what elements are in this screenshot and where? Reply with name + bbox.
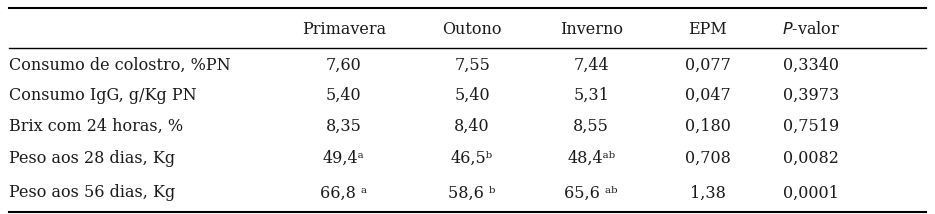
Text: $\mathit{P}$-valor: $\mathit{P}$-valor — [782, 21, 841, 38]
Text: 66,8 ᵃ: 66,8 ᵃ — [320, 184, 367, 202]
Text: Consumo IgG, g/Kg PN: Consumo IgG, g/Kg PN — [9, 87, 197, 104]
Text: Peso aos 28 dias, Kg: Peso aos 28 dias, Kg — [9, 150, 176, 167]
Text: 46,5ᵇ: 46,5ᵇ — [451, 150, 493, 167]
Text: Primavera: Primavera — [302, 21, 386, 38]
Text: 0,077: 0,077 — [684, 56, 730, 74]
Text: 48,4ᵃᵇ: 48,4ᵃᵇ — [568, 150, 615, 167]
Text: 8,40: 8,40 — [454, 117, 490, 134]
Text: 8,35: 8,35 — [326, 117, 362, 134]
Text: 58,6 ᵇ: 58,6 ᵇ — [449, 184, 496, 202]
Text: 0,180: 0,180 — [684, 117, 730, 134]
Text: 5,40: 5,40 — [454, 87, 490, 104]
Text: 1,38: 1,38 — [690, 184, 726, 202]
Text: 49,4ᵃ: 49,4ᵃ — [323, 150, 365, 167]
Text: 5,31: 5,31 — [573, 87, 609, 104]
Text: 0,3973: 0,3973 — [783, 87, 840, 104]
Text: Brix com 24 horas, %: Brix com 24 horas, % — [9, 117, 183, 134]
Text: 5,40: 5,40 — [326, 87, 362, 104]
Text: EPM: EPM — [688, 21, 726, 38]
Text: 0,0082: 0,0082 — [784, 150, 839, 167]
Text: 0,0001: 0,0001 — [784, 184, 839, 202]
Text: 0,708: 0,708 — [684, 150, 730, 167]
Text: Peso aos 56 dias, Kg: Peso aos 56 dias, Kg — [9, 184, 176, 202]
Text: 7,44: 7,44 — [573, 56, 609, 74]
Text: 7,55: 7,55 — [454, 56, 490, 74]
Text: Consumo de colostro, %PN: Consumo de colostro, %PN — [9, 56, 231, 74]
Text: 0,7519: 0,7519 — [783, 117, 840, 134]
Text: 8,55: 8,55 — [573, 117, 609, 134]
Text: 0,047: 0,047 — [684, 87, 730, 104]
Text: Inverno: Inverno — [560, 21, 623, 38]
Text: 0,3340: 0,3340 — [784, 56, 839, 74]
Text: 7,60: 7,60 — [326, 56, 362, 74]
Text: 65,6 ᵃᵇ: 65,6 ᵃᵇ — [565, 184, 618, 202]
Text: Outono: Outono — [442, 21, 502, 38]
